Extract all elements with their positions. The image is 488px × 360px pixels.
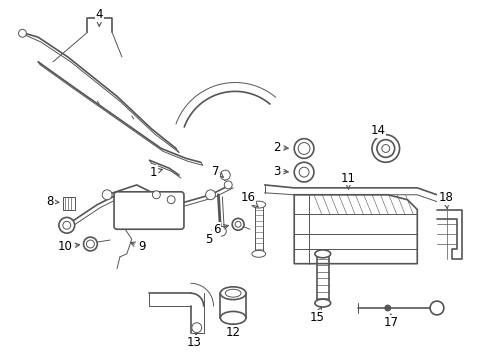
Circle shape [191, 323, 201, 333]
Text: 17: 17 [383, 314, 397, 329]
Text: 3: 3 [272, 165, 287, 177]
Circle shape [298, 143, 309, 154]
Circle shape [167, 196, 175, 204]
Circle shape [83, 237, 97, 251]
Text: 2: 2 [272, 141, 287, 154]
Ellipse shape [220, 311, 245, 324]
Text: 6: 6 [212, 223, 228, 236]
Ellipse shape [225, 289, 241, 297]
Circle shape [216, 226, 226, 236]
Ellipse shape [314, 250, 330, 258]
Text: 16: 16 [240, 191, 258, 207]
Circle shape [294, 139, 313, 158]
Circle shape [376, 140, 394, 157]
Ellipse shape [251, 201, 265, 208]
Circle shape [299, 167, 308, 177]
Circle shape [224, 181, 232, 189]
Text: 7: 7 [211, 165, 223, 177]
Text: 10: 10 [57, 240, 80, 253]
Circle shape [429, 301, 443, 315]
Circle shape [19, 30, 26, 37]
Text: 8: 8 [46, 195, 59, 208]
Circle shape [152, 191, 160, 199]
Text: 4: 4 [95, 8, 103, 26]
Circle shape [220, 170, 230, 180]
Circle shape [294, 162, 313, 182]
Circle shape [63, 221, 71, 229]
Text: 12: 12 [225, 324, 240, 339]
Circle shape [235, 221, 241, 227]
Ellipse shape [314, 299, 330, 307]
FancyBboxPatch shape [114, 192, 183, 229]
Circle shape [59, 217, 75, 233]
Circle shape [232, 219, 244, 230]
Text: 11: 11 [340, 171, 355, 189]
Circle shape [381, 145, 389, 152]
Circle shape [371, 135, 399, 162]
Ellipse shape [220, 287, 245, 300]
Text: 1: 1 [149, 166, 162, 179]
Circle shape [205, 190, 215, 200]
Text: 14: 14 [369, 124, 385, 137]
Circle shape [86, 240, 94, 248]
Circle shape [102, 190, 112, 200]
Text: 5: 5 [204, 228, 216, 246]
Text: 13: 13 [186, 334, 201, 349]
Text: 15: 15 [309, 307, 324, 324]
Text: 18: 18 [438, 191, 452, 208]
Text: 9: 9 [130, 240, 145, 253]
Circle shape [384, 305, 390, 311]
Ellipse shape [251, 251, 265, 257]
